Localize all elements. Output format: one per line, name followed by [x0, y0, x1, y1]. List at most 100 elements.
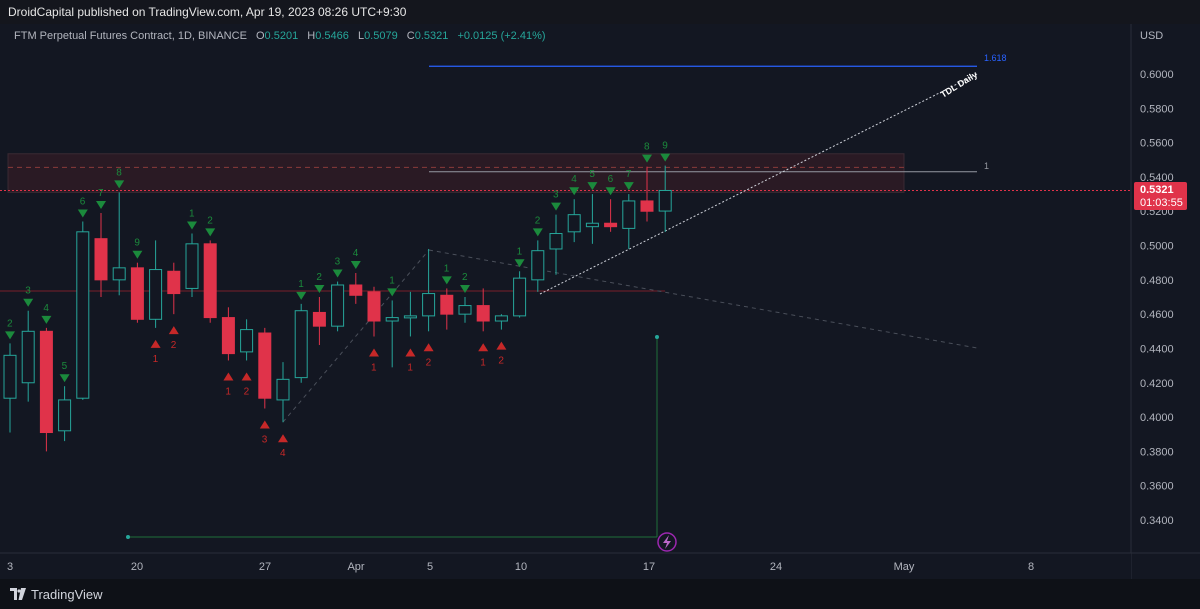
currency-label: USD	[1140, 30, 1163, 42]
candle-body	[130, 267, 144, 320]
wave-line-1	[282, 249, 430, 423]
high-label: H	[307, 30, 316, 42]
sell-setup-marker	[551, 202, 561, 211]
sell-setup-marker	[205, 228, 216, 237]
candle-body	[167, 270, 181, 295]
sell-setup-marker	[460, 285, 470, 293]
sell-setup-marker	[441, 276, 452, 285]
price-axis[interactable]	[1131, 24, 1200, 553]
sell-setup-count: 2	[7, 318, 13, 329]
buy-setup-count: 1	[371, 362, 377, 373]
buy-setup-count: 2	[244, 386, 250, 397]
candle-body	[440, 294, 454, 315]
sell-setup-marker	[532, 228, 543, 237]
price-tick: 0.4400	[1140, 343, 1174, 355]
buy-setup-marker	[478, 343, 489, 352]
footer: TradingView	[0, 579, 1200, 609]
tradingview-logo[interactable]: TradingView	[10, 587, 103, 602]
buy-setup-count: 1	[407, 362, 413, 373]
price-tick: 0.4800	[1140, 275, 1174, 287]
sell-setup-marker	[132, 250, 143, 259]
lightning-icon[interactable]	[657, 532, 677, 552]
sell-setup-marker	[314, 285, 325, 293]
buy-setup-marker	[496, 341, 507, 350]
wave-line-2	[428, 249, 978, 349]
sell-setup-marker	[187, 221, 197, 230]
buy-setup-count: 1	[225, 386, 231, 397]
sell-setup-marker	[77, 209, 88, 218]
sell-setup-marker	[96, 200, 106, 209]
close-value: 0.5321	[414, 30, 449, 42]
high-value: 0.5466	[315, 30, 349, 42]
sell-setup-count: 7	[626, 169, 632, 180]
sell-setup-count: 8	[116, 167, 122, 178]
buy-setup-count: 2	[171, 340, 177, 351]
candle-body	[76, 231, 90, 399]
sell-setup-count: 7	[98, 188, 104, 199]
sell-setup-marker	[623, 182, 634, 191]
current-price-tag: 0.5321 01:03:55	[1134, 182, 1187, 210]
price-chart[interactable]: 2 3 4 5 6 7 8 9 1 2 1 2 1 2 3 4 1 2 3 4 1 1 1 2 1 2 1 2 1 2 3 4 5 6 7 8 9 1.…	[0, 24, 1200, 579]
sell-setup-count: 2	[316, 272, 322, 283]
sell-setup-count: 6	[608, 174, 614, 185]
sell-setup-count: 8	[644, 142, 650, 153]
sell-setup-marker	[514, 259, 525, 268]
candle-body	[39, 330, 53, 434]
candle-body	[385, 317, 399, 322]
sell-setup-count: 9	[662, 141, 668, 152]
current-price: 0.5321	[1140, 184, 1174, 196]
candle-body	[640, 200, 654, 212]
buy-setup-marker	[369, 348, 379, 357]
sell-setup-count: 2	[462, 272, 468, 283]
sell-setup-count: 3	[335, 257, 341, 268]
candle-body	[476, 305, 490, 322]
sell-setup-marker	[332, 269, 343, 278]
buy-setup-marker	[168, 326, 179, 335]
time-tick: 27	[259, 561, 271, 573]
candle-body	[349, 284, 363, 296]
candle-body	[494, 315, 508, 322]
countdown: 01:03:55	[1140, 197, 1183, 209]
sell-setup-marker	[59, 374, 70, 383]
candle-body	[604, 222, 618, 228]
candle-body	[149, 269, 163, 320]
candle-body	[513, 277, 527, 317]
candle-body	[622, 200, 636, 229]
price-tick: 0.5400	[1140, 172, 1174, 184]
time-axis[interactable]	[0, 553, 1131, 579]
close-label: C	[406, 30, 415, 42]
change-value: +0.0125 (+2.41%)	[457, 30, 546, 42]
sell-setup-count: 5	[62, 361, 68, 372]
candle-body	[94, 238, 108, 281]
candle-body	[276, 378, 290, 401]
time-tick: 17	[643, 561, 655, 573]
sell-setup-count: 2	[207, 215, 213, 226]
sell-setup-count: 1	[298, 279, 304, 290]
candle-body	[185, 243, 199, 289]
candle-body	[21, 330, 35, 384]
candle-body	[294, 310, 308, 379]
price-tick: 0.6000	[1140, 69, 1174, 81]
buy-setup-marker	[259, 420, 270, 429]
sell-setup-count: 3	[25, 286, 31, 297]
sell-setup-count: 2	[535, 215, 541, 226]
resistance-zone	[7, 153, 905, 193]
buy-setup-marker	[405, 348, 416, 357]
publish-header: DroidCapital published on TradingView.co…	[0, 0, 1200, 24]
price-tick: 0.3600	[1140, 481, 1174, 493]
sell-setup-marker	[114, 180, 125, 189]
chart-panel[interactable]	[0, 24, 1200, 579]
buy-setup-count: 1	[153, 354, 159, 365]
publish-line: DroidCapital published on TradingView.co…	[8, 5, 407, 19]
sell-setup-marker	[350, 260, 361, 269]
sell-setup-count: 4	[353, 248, 359, 259]
time-tick: Apr	[347, 561, 364, 573]
sell-setup-count: 1	[189, 209, 195, 220]
buy-setup-count: 3	[262, 435, 268, 446]
brand-name: TradingView	[31, 586, 103, 602]
candle-body	[240, 329, 254, 353]
buy-setup-marker	[241, 372, 252, 381]
candle-body	[403, 315, 417, 319]
candle-body	[58, 399, 72, 432]
sell-setup-count: 5	[589, 169, 595, 180]
